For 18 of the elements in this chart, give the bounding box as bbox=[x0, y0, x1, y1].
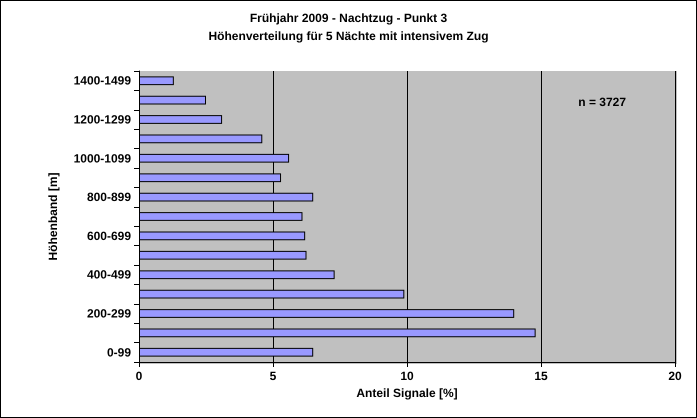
y-tick-label: 600-699 bbox=[86, 228, 132, 243]
annotation: n = 3727 bbox=[578, 95, 626, 109]
y-tick-label: 1000-1099 bbox=[74, 151, 132, 166]
y-tick-label: 0-99 bbox=[106, 345, 132, 360]
x-tick-label: 5 bbox=[270, 369, 277, 383]
x-tick-label: 0 bbox=[136, 369, 143, 383]
chart-subtitle: Höhenverteilung für 5 Nächte mit intensivem Zug bbox=[208, 29, 489, 43]
chart-title: Frühjahr 2009 - Nachtzug - Punkt 3 bbox=[250, 11, 448, 25]
x-tick-label: 10 bbox=[400, 369, 414, 383]
y-tick-label: 800-899 bbox=[86, 190, 132, 204]
y-tick-label: 400-499 bbox=[86, 268, 132, 282]
x-tick-label: 20 bbox=[668, 369, 682, 383]
y-tick-label: 1200-1299 bbox=[74, 112, 132, 126]
y-axis-title: Höhenband [m] bbox=[46, 172, 60, 260]
x-axis-title: Anteil Signale [%] bbox=[356, 386, 458, 400]
x-tick-label: 15 bbox=[534, 369, 548, 383]
y-tick-label: 200-299 bbox=[86, 306, 132, 320]
y-tick-label: 1400-1499 bbox=[74, 74, 132, 88]
